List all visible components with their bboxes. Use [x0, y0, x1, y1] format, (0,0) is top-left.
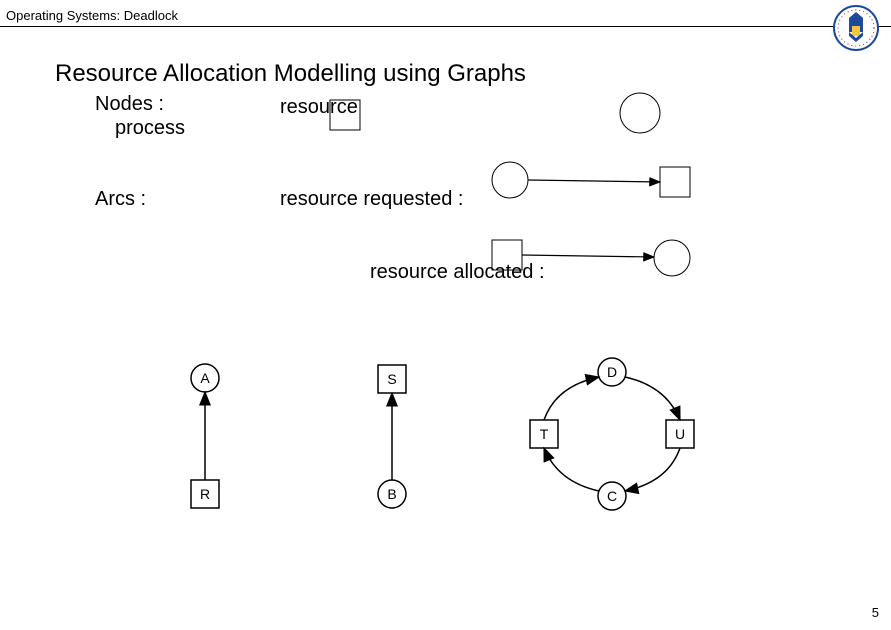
graph-sb: S B [378, 365, 406, 508]
process-circle-icon [620, 93, 660, 133]
req-arrow [528, 180, 660, 182]
alloc-process-icon [654, 240, 690, 276]
alloc-arrow [522, 255, 654, 257]
req-resource-icon [660, 167, 690, 197]
node-a-label: A [200, 370, 210, 386]
page-number: 5 [872, 605, 879, 620]
graph-ar: A R [191, 364, 219, 508]
node-s-label: S [387, 371, 396, 387]
top-shapes [0, 0, 891, 310]
req-process-icon [492, 162, 528, 198]
node-c-label: C [607, 488, 617, 504]
node-r-label: R [200, 486, 210, 502]
resource-square-icon [330, 100, 360, 130]
node-t-label: T [540, 426, 549, 442]
node-d-label: D [607, 364, 617, 380]
node-u-label: U [675, 426, 685, 442]
alloc-resource-icon [492, 240, 522, 270]
graph-dtuc: D U C T [530, 358, 694, 510]
bottom-graphs: A R S B D U C T [0, 330, 891, 630]
node-b-label: B [387, 486, 396, 502]
